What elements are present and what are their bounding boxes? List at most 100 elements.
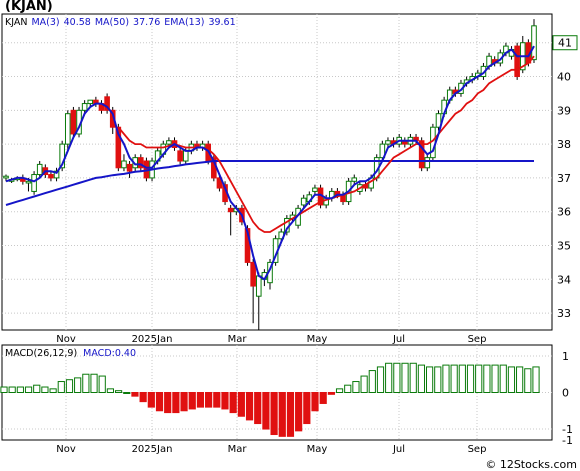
watermark-text: © 12Stocks.com [485, 458, 577, 471]
macd-bar [385, 362, 393, 393]
candle [64, 113, 71, 145]
candle [514, 45, 520, 78]
candle [418, 140, 425, 169]
macd-bar [295, 392, 303, 432]
candle [227, 207, 234, 213]
macd-bar [262, 392, 270, 430]
candle [435, 113, 442, 128]
macd-bar [319, 392, 327, 404]
macd-bar [205, 392, 213, 408]
legend-text: MA(3) [31, 17, 59, 28]
macd-bar [278, 392, 286, 437]
ticker-title: (KJAN) [5, 0, 53, 14]
macd-bar [188, 392, 196, 410]
candle [177, 150, 183, 162]
macd-x-label: Jul [392, 444, 405, 455]
macd-bar [41, 386, 49, 393]
candle [126, 163, 133, 172]
candle [81, 103, 88, 111]
ma-fast-line [5, 45, 535, 281]
price-tick-label: 33 [557, 307, 571, 320]
macd-bar [311, 392, 319, 412]
macd-x-label: 2025Jan [132, 444, 173, 455]
price-x-label: Jul [392, 334, 405, 345]
macd-bar [8, 386, 16, 393]
macd-bar [164, 392, 172, 414]
price-tick-label: 35 [557, 240, 571, 253]
macd-bar [303, 392, 311, 425]
candle [138, 157, 144, 169]
price-tick-label: 34 [557, 273, 571, 286]
last-price-box [552, 35, 578, 51]
candle [216, 177, 223, 189]
candle [300, 197, 307, 206]
macd-bar [57, 381, 65, 393]
ema-line [117, 55, 535, 233]
macd-bar [155, 392, 164, 412]
macd-bar [450, 364, 458, 394]
price-x-label: May [307, 334, 328, 345]
candle [351, 177, 358, 182]
macd-bar [270, 392, 278, 436]
macd-x-label: Nov [56, 444, 76, 455]
candle [121, 160, 127, 169]
candle [31, 174, 37, 192]
candle [379, 143, 386, 159]
macd-tick-label: 0 [562, 387, 569, 400]
legend-text: KJAN [5, 17, 27, 28]
macd-bar [245, 392, 254, 421]
candle [59, 143, 65, 169]
legend-text: 39.61 [208, 17, 235, 28]
candle [250, 261, 256, 287]
candle [104, 96, 110, 111]
macd-bar [475, 364, 483, 394]
macd-bar [483, 364, 491, 394]
price-tick-label: 38 [557, 138, 571, 151]
macd-bar [426, 366, 434, 393]
macd-bar [516, 366, 524, 393]
macd-tick-label: -1 [562, 434, 573, 447]
macd-bar [442, 364, 450, 394]
macd-bar [434, 366, 442, 393]
price-panel: 33 34 35 36 37 38 39 40 41 KJAN MA(3) 40.58 MA(50) 37… [1, 13, 578, 345]
macd-legend-text: MACD:0.40 [83, 348, 136, 359]
macd-bar [254, 392, 262, 425]
macd-bar [417, 364, 426, 394]
macd-bar [229, 392, 237, 414]
macd-bar [139, 392, 147, 403]
macd-bar [532, 366, 540, 393]
macd-bar [458, 364, 466, 394]
macd-bar [221, 392, 229, 410]
macd-bar [33, 384, 41, 394]
macd-bar [335, 388, 344, 394]
macd-bar [0, 386, 8, 393]
price-x-label: 2025Jan [132, 334, 173, 345]
macd-bar [49, 388, 57, 394]
macd-bar [360, 375, 368, 393]
macd-bar [213, 392, 221, 408]
legend-text: 37.76 [133, 17, 160, 28]
macd-bar [123, 392, 131, 394]
macd-tick-label: 1 [562, 350, 569, 363]
price-tick-label: 39 [557, 104, 571, 117]
price-tick-label: 36 [557, 206, 571, 219]
candle [25, 180, 32, 184]
macd-bar [24, 386, 33, 393]
legend-text: MA(50) [95, 17, 129, 28]
macd-bar [237, 392, 245, 417]
macd-bar [286, 392, 295, 437]
macd-bar [409, 362, 417, 393]
macd-bar [344, 384, 352, 394]
price-x-label: Nov [56, 334, 76, 345]
macd-bar [466, 364, 475, 394]
candle [87, 99, 94, 105]
ma-slow-line [5, 160, 534, 206]
candle [70, 109, 77, 135]
macd-bar [98, 375, 106, 393]
price-tick-label: 40 [557, 71, 571, 84]
macd-bar [507, 366, 516, 393]
macd-bar [499, 364, 507, 394]
macd-bar [131, 392, 139, 397]
macd-bar [327, 392, 335, 395]
